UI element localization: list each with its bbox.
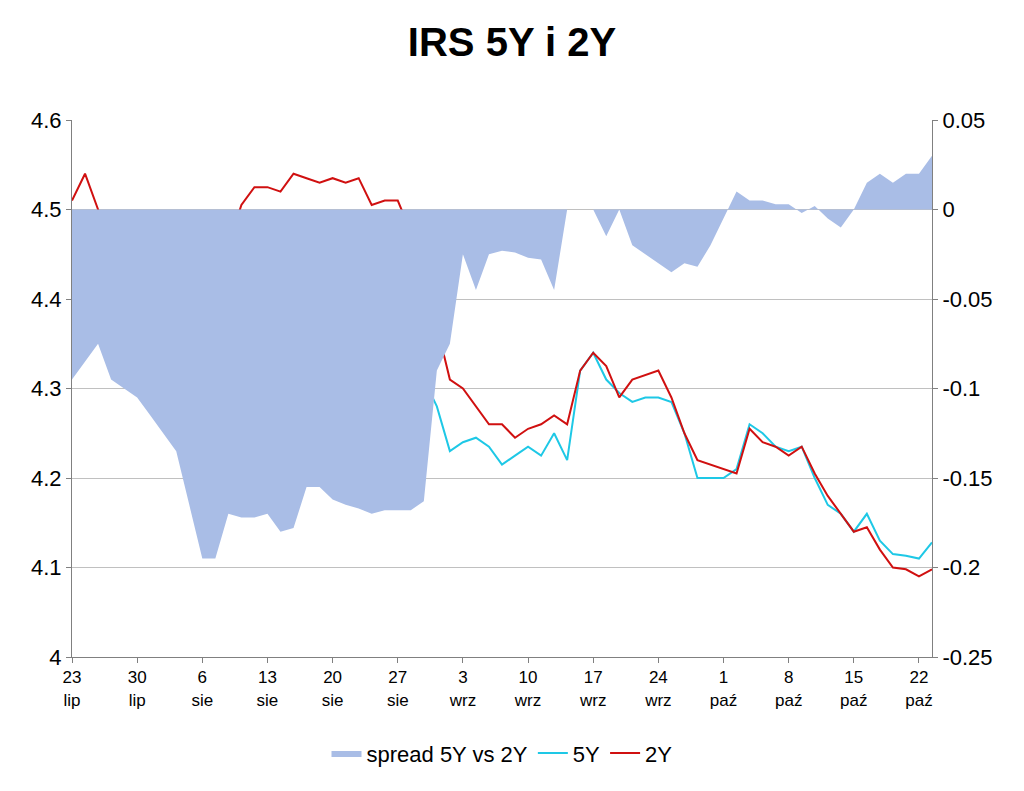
svg-text:4.2: 4.2: [31, 466, 62, 491]
svg-text:23lip: 23lip: [63, 668, 82, 709]
svg-text:20sie: 20sie: [322, 668, 344, 709]
svg-text:-0.05: -0.05: [942, 287, 992, 312]
svg-text:17wrz: 17wrz: [579, 668, 606, 709]
svg-text:-0.15: -0.15: [942, 466, 992, 491]
svg-text:24wrz: 24wrz: [644, 668, 671, 709]
svg-text:4.6: 4.6: [31, 108, 62, 133]
svg-text:30lip: 30lip: [128, 668, 147, 709]
svg-text:-0.25: -0.25: [942, 645, 992, 670]
svg-text:4.4: 4.4: [31, 287, 62, 312]
svg-text:-0.1: -0.1: [942, 376, 980, 401]
svg-text:1paź: 1paź: [710, 668, 737, 709]
svg-text:spread 5Y vs 2Y: spread 5Y vs 2Y: [367, 742, 528, 767]
svg-text:22paź: 22paź: [905, 668, 932, 709]
svg-text:0: 0: [942, 197, 954, 222]
svg-text:4.3: 4.3: [31, 376, 62, 401]
svg-text:0.05: 0.05: [942, 108, 985, 133]
svg-text:4.5: 4.5: [31, 197, 62, 222]
svg-text:4: 4: [49, 645, 61, 670]
svg-text:IRS 5Y i 2Y: IRS 5Y i 2Y: [408, 20, 617, 64]
svg-text:6sie: 6sie: [191, 668, 213, 709]
svg-text:3wrz: 3wrz: [449, 668, 476, 709]
svg-text:2Y: 2Y: [645, 742, 672, 767]
svg-text:8paź: 8paź: [775, 668, 802, 709]
svg-text:10wrz: 10wrz: [514, 668, 541, 709]
svg-text:-0.2: -0.2: [942, 555, 980, 580]
svg-text:27sie: 27sie: [387, 668, 409, 709]
svg-text:15paź: 15paź: [840, 668, 867, 709]
svg-text:13sie: 13sie: [257, 668, 279, 709]
svg-text:4.1: 4.1: [31, 555, 62, 580]
svg-text:5Y: 5Y: [573, 742, 600, 767]
